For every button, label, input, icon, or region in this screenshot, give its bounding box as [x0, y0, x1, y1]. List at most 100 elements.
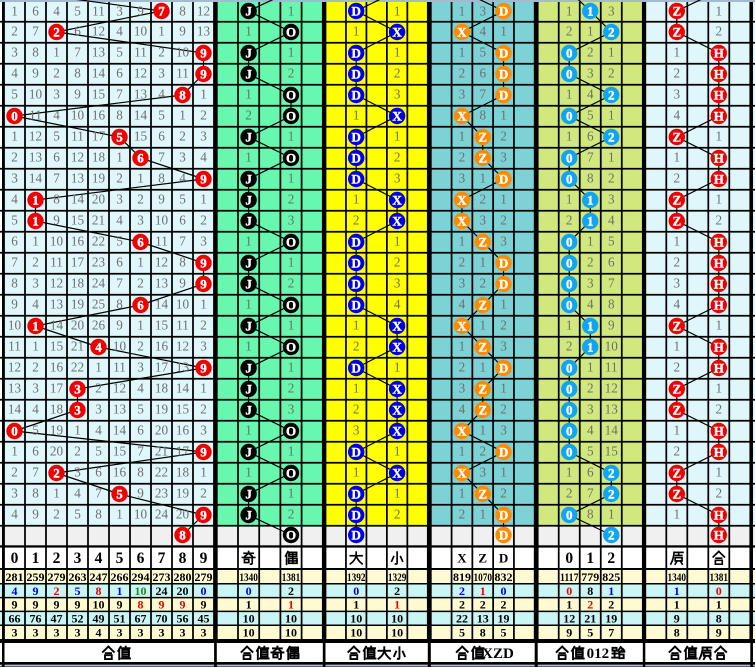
svg-text:8: 8	[32, 45, 39, 60]
svg-text:9: 9	[674, 612, 680, 626]
svg-text:1: 1	[200, 297, 207, 312]
svg-text:832: 832	[495, 570, 513, 584]
svg-text:O: O	[286, 234, 296, 249]
svg-text:1: 1	[74, 423, 81, 438]
svg-text:1: 1	[566, 318, 573, 333]
svg-text:1: 1	[566, 129, 573, 144]
svg-text:4: 4	[587, 87, 594, 102]
svg-text:1: 1	[117, 584, 123, 598]
svg-text:18: 18	[176, 465, 190, 480]
svg-text:1: 1	[716, 129, 723, 144]
svg-text:6: 6	[137, 423, 144, 438]
svg-text:2: 2	[394, 255, 401, 270]
svg-text:7: 7	[608, 276, 615, 291]
svg-text:1: 1	[479, 360, 486, 375]
svg-text:8: 8	[179, 87, 186, 102]
svg-text:1: 1	[459, 45, 466, 60]
svg-text:16: 16	[176, 423, 190, 438]
svg-text:2: 2	[459, 584, 465, 598]
svg-text:4: 4	[137, 381, 144, 396]
svg-text:18: 18	[71, 276, 85, 291]
svg-text:Z: Z	[478, 297, 487, 312]
svg-text:2: 2	[288, 276, 295, 291]
svg-text:3: 3	[200, 339, 207, 354]
svg-text:2: 2	[32, 255, 39, 270]
svg-text:17: 17	[155, 360, 169, 375]
svg-text:10: 10	[134, 507, 148, 522]
svg-text:22: 22	[155, 465, 168, 480]
svg-text:9: 9	[74, 87, 81, 102]
svg-text:Z: Z	[478, 551, 487, 566]
svg-text:X: X	[392, 381, 402, 396]
svg-text:4: 4	[11, 192, 18, 207]
svg-text:8: 8	[74, 66, 81, 81]
svg-text:56: 56	[177, 612, 189, 626]
svg-text:1: 1	[587, 3, 594, 18]
svg-text:0: 0	[566, 171, 573, 186]
svg-text:2: 2	[500, 129, 507, 144]
svg-text:J: J	[245, 360, 252, 375]
svg-text:2: 2	[608, 465, 615, 480]
svg-text:19: 19	[605, 612, 617, 626]
svg-text:1: 1	[32, 213, 39, 228]
svg-text:11: 11	[176, 66, 189, 81]
svg-text:3: 3	[116, 192, 123, 207]
svg-text:1: 1	[353, 108, 360, 123]
svg-text:10: 10	[155, 213, 169, 228]
svg-text:3: 3	[500, 150, 507, 165]
svg-text:1: 1	[353, 381, 360, 396]
svg-text:9: 9	[33, 598, 39, 612]
svg-text:2: 2	[674, 66, 681, 81]
svg-text:281: 281	[6, 570, 24, 584]
svg-text:2: 2	[500, 213, 507, 228]
svg-text:14: 14	[92, 66, 106, 81]
svg-text:1: 1	[459, 486, 466, 501]
svg-text:J: J	[245, 507, 252, 522]
svg-text:5: 5	[587, 108, 594, 123]
svg-text:9: 9	[179, 24, 186, 39]
svg-text:1: 1	[394, 234, 401, 249]
svg-text:9: 9	[116, 318, 123, 333]
svg-text:1: 1	[116, 507, 123, 522]
svg-text:15: 15	[134, 129, 148, 144]
svg-text:5: 5	[179, 192, 186, 207]
svg-text:1: 1	[11, 4, 18, 19]
svg-text:9: 9	[179, 276, 186, 291]
svg-text:7: 7	[116, 276, 123, 291]
svg-text:2: 2	[11, 150, 18, 165]
svg-text:14: 14	[155, 297, 169, 312]
svg-text:1: 1	[394, 444, 401, 459]
svg-text:8: 8	[53, 192, 60, 207]
svg-text:8: 8	[179, 550, 187, 567]
svg-text:9: 9	[32, 507, 39, 522]
svg-text:8: 8	[674, 625, 680, 639]
svg-text:1: 1	[394, 129, 401, 144]
svg-text:6: 6	[158, 129, 165, 144]
svg-text:Z: Z	[478, 129, 487, 144]
svg-text:D: D	[499, 507, 508, 522]
svg-text:1: 1	[459, 444, 466, 459]
svg-text:2: 2	[11, 465, 18, 480]
svg-text:1: 1	[459, 339, 466, 354]
svg-text:2: 2	[288, 507, 295, 522]
svg-text:4: 4	[479, 24, 486, 39]
svg-text:3: 3	[12, 625, 18, 639]
svg-text:9: 9	[608, 318, 615, 333]
svg-text:1: 1	[716, 318, 723, 333]
svg-text:1: 1	[716, 465, 723, 480]
svg-text:1: 1	[587, 318, 594, 333]
svg-text:2: 2	[479, 192, 486, 207]
svg-text:15: 15	[113, 444, 127, 459]
svg-text:12: 12	[176, 339, 189, 354]
svg-text:5: 5	[11, 87, 18, 102]
svg-text:10: 10	[391, 612, 403, 626]
svg-text:1: 1	[53, 45, 60, 60]
svg-text:Z: Z	[478, 234, 487, 249]
svg-text:4: 4	[53, 108, 60, 123]
svg-text:J: J	[245, 129, 252, 144]
svg-text:1: 1	[587, 339, 594, 354]
svg-text:D: D	[499, 171, 508, 186]
svg-text:2: 2	[459, 150, 466, 165]
svg-text:4: 4	[95, 423, 102, 438]
svg-text:1: 1	[500, 381, 507, 396]
